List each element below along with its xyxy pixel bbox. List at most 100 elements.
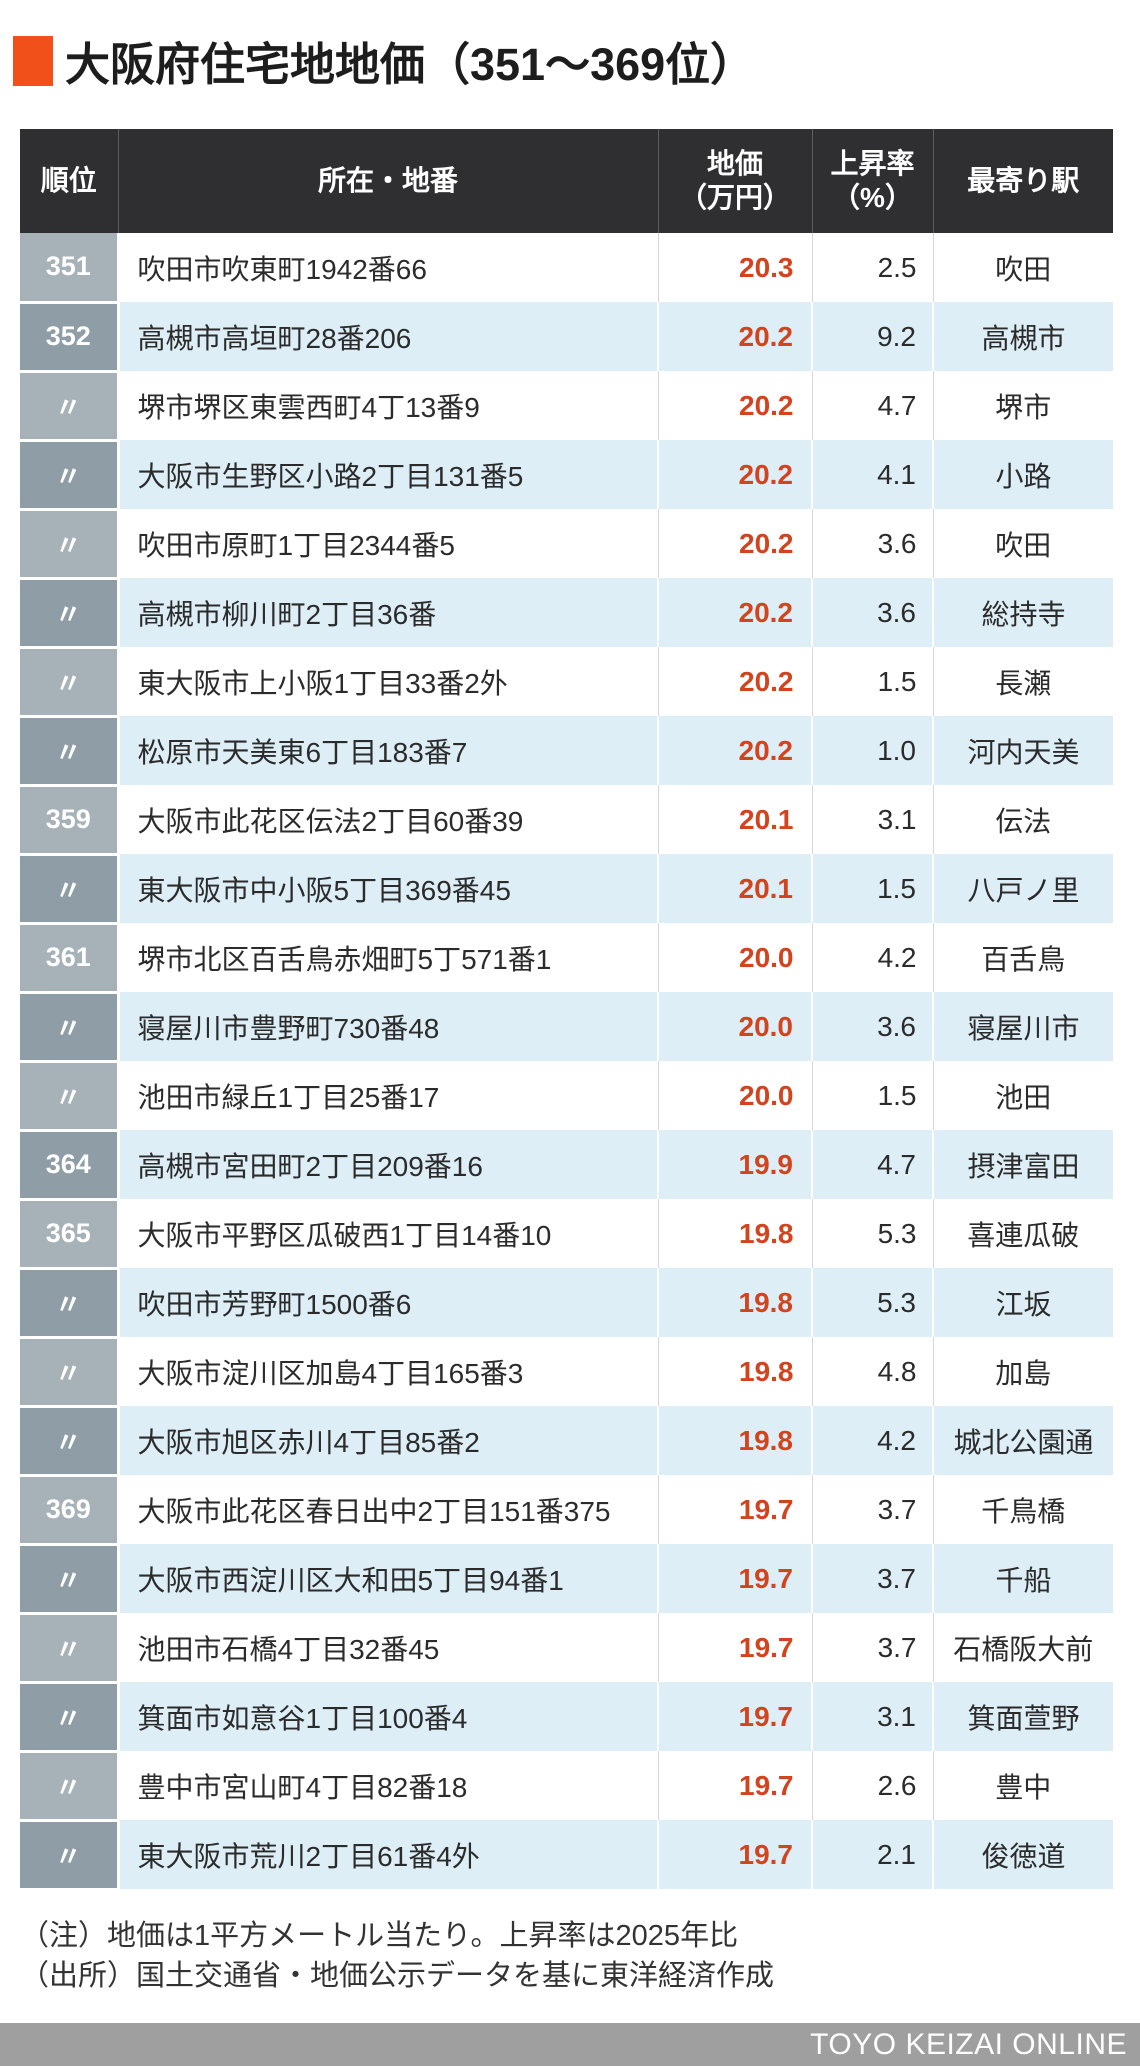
station-cell: 城北公園通 <box>932 1406 1113 1475</box>
price-cell: 20.2 <box>657 371 812 440</box>
rank-cell: 〃 <box>20 1751 120 1822</box>
rank-cell: 〃 <box>20 647 120 718</box>
location-cell: 高槻市宮田町2丁目209番16 <box>137 1150 483 1182</box>
rate-cell: 4.2 <box>811 1406 933 1475</box>
footnotes: （注）地価は1平方メートル当たり。上昇率は2025年比 （出所）国土交通省・地価… <box>20 1916 774 1996</box>
table-row: 365 大阪市平野区瓜破西1丁目14番10 19.8 5.3 喜連瓜破 <box>20 1199 1113 1270</box>
station-cell: 豊中 <box>932 1751 1113 1820</box>
price-cell: 20.2 <box>657 509 812 578</box>
price-cell: 19.7 <box>657 1820 812 1889</box>
table-row: 〃堺市堺区東雲西町4丁13番9 20.2 4.7 堺市 <box>20 371 1113 442</box>
rate-cell: 2.5 <box>811 233 933 302</box>
table-body: 351 吹田市吹東町1942番66 20.3 2.5 吹田 352 高槻市高垣町28番206… <box>20 233 1113 1891</box>
footer-bar: TOYO KEIZAI ONLINE <box>0 2023 1140 2066</box>
station-cell: 長瀬 <box>932 647 1113 716</box>
station-cell: 高槻市 <box>932 302 1113 371</box>
rate-cell: 3.7 <box>811 1544 933 1613</box>
rank-cell: 〃 <box>20 854 120 925</box>
table-row: 369 大阪市此花区春日出中2丁目151番375 19.7 3.7 千鳥橋 <box>20 1475 1113 1546</box>
title-accent-square-icon <box>13 35 53 86</box>
price-cell: 20.2 <box>657 578 812 647</box>
price-cell: 19.8 <box>657 1406 812 1475</box>
rate-cell: 4.2 <box>811 923 933 992</box>
rank-cell: 365 <box>20 1199 120 1270</box>
location-cell: 大阪市西淀川区大和田5丁目94番1 <box>137 1564 564 1596</box>
station-cell: 小路 <box>932 440 1113 509</box>
table-row: 352 高槻市高垣町28番206 20.2 9.2 高槻市 <box>20 302 1113 373</box>
station-cell: 箕面萱野 <box>932 1682 1113 1751</box>
location-cell: 堺市北区百舌鳥赤畑町5丁571番1 <box>137 943 552 975</box>
rate-cell: 3.6 <box>811 992 933 1061</box>
rank-cell: 〃 <box>20 1406 120 1477</box>
rate-cell: 3.6 <box>811 509 933 578</box>
price-cell: 20.0 <box>657 992 812 1061</box>
table-row: 〃吹田市芳野町1500番6 19.8 5.3 江坂 <box>20 1268 1113 1339</box>
note-source: （出所）国土交通省・地価公示データを基に東洋経済作成 <box>20 1960 775 1992</box>
location-cell: 堺市堺区東雲西町4丁13番9 <box>137 391 480 423</box>
page-title: 大阪府住宅地地価（351〜369位） <box>65 39 756 90</box>
price-cell: 20.2 <box>657 647 812 716</box>
price-cell: 20.1 <box>657 854 812 923</box>
location-cell: 池田市緑丘1丁目25番17 <box>137 1081 440 1113</box>
station-cell: 喜連瓜破 <box>932 1199 1113 1268</box>
price-cell: 20.0 <box>657 923 812 992</box>
station-cell: 伝法 <box>932 785 1113 854</box>
table-row: 361 堺市北区百舌鳥赤畑町5丁571番1 20.0 4.2 百舌鳥 <box>20 923 1113 994</box>
rank-cell: 352 <box>20 302 120 373</box>
location-cell: 東大阪市中小阪5丁目369番45 <box>137 874 511 906</box>
price-cell: 19.8 <box>657 1337 812 1406</box>
header-rank: 順位 <box>20 129 118 233</box>
location-cell: 高槻市柳川町2丁目36番 <box>137 598 437 630</box>
station-cell: 江坂 <box>932 1268 1113 1337</box>
rate-cell: 4.8 <box>811 1337 933 1406</box>
table-row: 〃松原市天美東6丁目183番7 20.2 1.0 河内天美 <box>20 716 1113 787</box>
table-row: 〃高槻市柳川町2丁目36番 20.2 3.6 総持寺 <box>20 578 1113 649</box>
location-cell: 大阪市生野区小路2丁目131番5 <box>137 460 524 492</box>
rank-cell: 361 <box>20 923 120 994</box>
rank-cell: 351 <box>20 233 120 304</box>
table-row: 〃大阪市旭区赤川4丁目85番2 19.8 4.2 城北公園通 <box>20 1406 1113 1477</box>
rank-cell: 〃 <box>20 1268 120 1339</box>
rate-cell: 1.5 <box>811 854 933 923</box>
rank-cell: 〃 <box>20 1544 120 1615</box>
location-cell: 豊中市宮山町4丁目82番18 <box>137 1771 468 1803</box>
rate-cell: 3.1 <box>811 1682 933 1751</box>
price-cell: 20.0 <box>657 1061 812 1130</box>
header-station: 最寄り駅 <box>932 129 1113 233</box>
rate-cell: 3.1 <box>811 785 933 854</box>
station-cell: 俊徳道 <box>932 1820 1113 1889</box>
rate-cell: 3.6 <box>811 578 933 647</box>
station-cell: 寝屋川市 <box>932 992 1113 1061</box>
rate-cell: 1.5 <box>811 1061 933 1130</box>
rate-cell: 3.7 <box>811 1475 933 1544</box>
rate-cell: 2.6 <box>811 1751 933 1820</box>
station-cell: 吹田 <box>932 509 1113 578</box>
table-row: 〃大阪市生野区小路2丁目131番5 20.2 4.1 小路 <box>20 440 1113 511</box>
station-cell: 八戸ノ里 <box>932 854 1113 923</box>
rank-cell: 〃 <box>20 1820 120 1891</box>
table-row: 364 高槻市宮田町2丁目209番16 19.9 4.7 摂津富田 <box>20 1130 1113 1201</box>
table-row: 〃吹田市原町1丁目2344番5 20.2 3.6 吹田 <box>20 509 1113 580</box>
location-cell: 吹田市芳野町1500番6 <box>137 1288 412 1320</box>
rank-cell: 359 <box>20 785 120 856</box>
table-row: 〃大阪市西淀川区大和田5丁目94番1 19.7 3.7 千船 <box>20 1544 1113 1615</box>
rank-cell: 〃 <box>20 509 120 580</box>
note-price-basis: （注）地価は1平方メートル当たり。上昇率は2025年比 <box>20 1920 739 1952</box>
station-cell: 千船 <box>932 1544 1113 1613</box>
header-row: 順位 所在・地番 地価 （万円） 上昇率 （%） 最寄り駅 <box>20 129 1113 233</box>
location-cell: 大阪市淀川区加島4丁目165番3 <box>137 1357 524 1389</box>
price-cell: 19.7 <box>657 1613 812 1682</box>
land-price-table: 順位 所在・地番 地価 （万円） 上昇率 （%） 最寄り駅 351 吹田市吹東町1… <box>20 129 1113 1891</box>
price-cell: 19.7 <box>657 1475 812 1544</box>
price-cell: 19.8 <box>657 1199 812 1268</box>
location-cell: 池田市石橋4丁目32番45 <box>137 1633 440 1665</box>
station-cell: 加島 <box>932 1337 1113 1406</box>
station-cell: 池田 <box>932 1061 1113 1130</box>
location-cell: 大阪市此花区春日出中2丁目151番375 <box>137 1495 611 1527</box>
table-row: 〃東大阪市荒川2丁目61番4外 19.7 2.1 俊徳道 <box>20 1820 1113 1891</box>
location-cell: 寝屋川市豊野町730番48 <box>137 1012 440 1044</box>
table-row: 〃池田市緑丘1丁目25番17 20.0 1.5 池田 <box>20 1061 1113 1132</box>
table-row: 〃東大阪市上小阪1丁目33番2外 20.2 1.5 長瀬 <box>20 647 1113 718</box>
location-cell: 吹田市吹東町1942番66 <box>137 253 427 285</box>
rate-cell: 5.3 <box>811 1268 933 1337</box>
